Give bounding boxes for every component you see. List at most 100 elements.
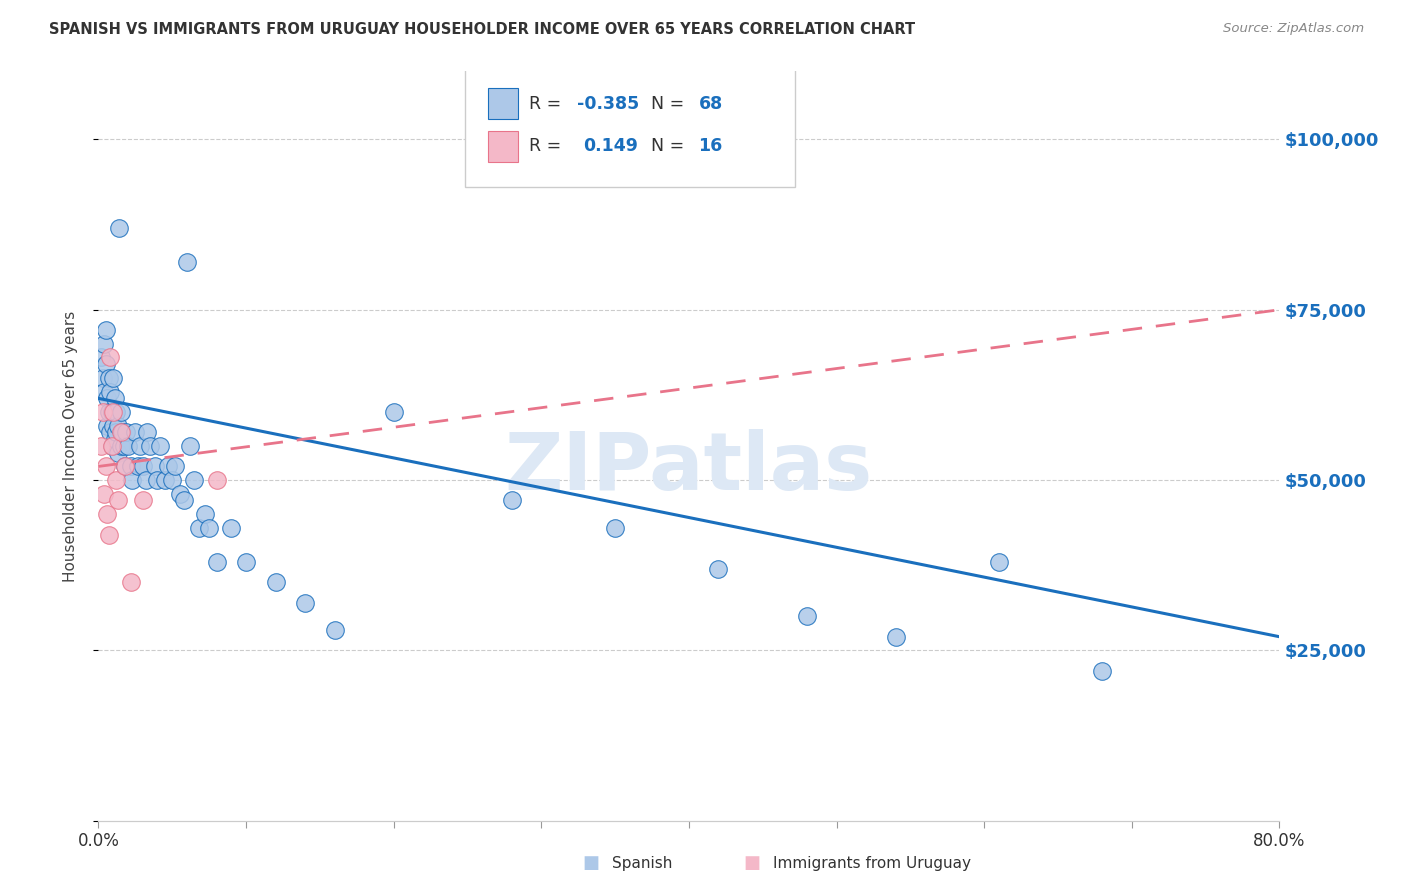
Point <box>221 521 243 535</box>
Point <box>107 493 129 508</box>
Point <box>94 323 117 337</box>
Point <box>382 405 405 419</box>
Point <box>120 459 142 474</box>
Point <box>136 425 159 440</box>
Point <box>97 405 120 419</box>
Point <box>132 493 155 508</box>
Point <box>139 439 162 453</box>
Point <box>110 425 132 440</box>
Point <box>205 555 228 569</box>
Text: Source: ZipAtlas.com: Source: ZipAtlas.com <box>1223 22 1364 36</box>
Point <box>105 405 128 419</box>
Point <box>143 459 166 474</box>
Text: ■: ■ <box>744 855 761 872</box>
Point <box>124 425 146 440</box>
Point <box>90 439 112 453</box>
Point <box>179 439 201 453</box>
Point <box>93 336 115 351</box>
Point <box>605 521 627 535</box>
Point <box>93 486 115 500</box>
Point <box>162 473 183 487</box>
Point <box>115 425 138 440</box>
FancyBboxPatch shape <box>488 130 517 162</box>
Point <box>183 473 205 487</box>
Point <box>165 459 187 474</box>
Point <box>100 439 122 453</box>
Point <box>169 486 191 500</box>
Point <box>1091 664 1114 678</box>
Text: 68: 68 <box>699 95 723 112</box>
Point <box>100 405 122 419</box>
Point <box>796 609 818 624</box>
Text: Immigrants from Uruguay: Immigrants from Uruguay <box>773 856 972 871</box>
Point <box>173 493 195 508</box>
Point <box>264 575 287 590</box>
Point <box>103 418 125 433</box>
Point <box>187 521 209 535</box>
Point <box>104 392 127 406</box>
Point <box>884 630 907 644</box>
Point <box>103 371 125 385</box>
Point <box>114 459 136 474</box>
Point <box>120 575 142 590</box>
Point <box>94 459 117 474</box>
Point <box>110 405 132 419</box>
Point <box>121 473 143 487</box>
Text: 0.149: 0.149 <box>582 137 637 155</box>
Text: SPANISH VS IMMIGRANTS FROM URUGUAY HOUSEHOLDER INCOME OVER 65 YEARS CORRELATION : SPANISH VS IMMIGRANTS FROM URUGUAY HOUSE… <box>49 22 915 37</box>
Text: -0.385: -0.385 <box>576 95 638 112</box>
Text: Spanish: Spanish <box>612 856 672 871</box>
Point <box>501 493 523 508</box>
Point <box>114 459 136 474</box>
Point <box>294 596 316 610</box>
Point <box>97 371 120 385</box>
Point <box>132 459 155 474</box>
Point <box>149 439 172 453</box>
Text: R =: R = <box>530 95 567 112</box>
Text: ■: ■ <box>582 855 599 872</box>
Point <box>156 459 179 474</box>
Point <box>176 255 198 269</box>
Point <box>90 351 112 365</box>
Point <box>104 432 127 446</box>
FancyBboxPatch shape <box>488 87 517 120</box>
Point <box>98 384 121 399</box>
Point <box>105 425 128 440</box>
Point <box>127 459 149 474</box>
Point <box>105 473 128 487</box>
Point <box>707 561 730 575</box>
Point <box>112 439 135 453</box>
Point <box>128 439 150 453</box>
Point <box>96 392 118 406</box>
Point <box>146 473 169 487</box>
Point <box>91 405 114 419</box>
Text: N =: N = <box>651 137 690 155</box>
FancyBboxPatch shape <box>464 68 796 187</box>
Text: R =: R = <box>530 137 572 155</box>
Point <box>108 221 131 235</box>
Point <box>93 384 115 399</box>
Point <box>96 418 118 433</box>
Point <box>100 439 122 453</box>
Text: N =: N = <box>651 95 690 112</box>
Point <box>91 371 114 385</box>
Point <box>97 527 120 541</box>
Y-axis label: Householder Income Over 65 years: Householder Income Over 65 years <box>63 310 77 582</box>
Point <box>117 439 139 453</box>
Point <box>98 351 121 365</box>
Point <box>107 418 129 433</box>
Point <box>205 473 228 487</box>
Point <box>110 439 132 453</box>
Point <box>98 425 121 440</box>
Text: ZIPatlas: ZIPatlas <box>505 429 873 508</box>
Point <box>96 507 118 521</box>
Point <box>103 405 125 419</box>
Point <box>111 425 134 440</box>
Point <box>94 357 117 371</box>
Text: 16: 16 <box>699 137 723 155</box>
Point <box>235 555 257 569</box>
Point <box>323 623 346 637</box>
Point <box>198 521 221 535</box>
Point <box>194 507 217 521</box>
Point <box>988 555 1011 569</box>
